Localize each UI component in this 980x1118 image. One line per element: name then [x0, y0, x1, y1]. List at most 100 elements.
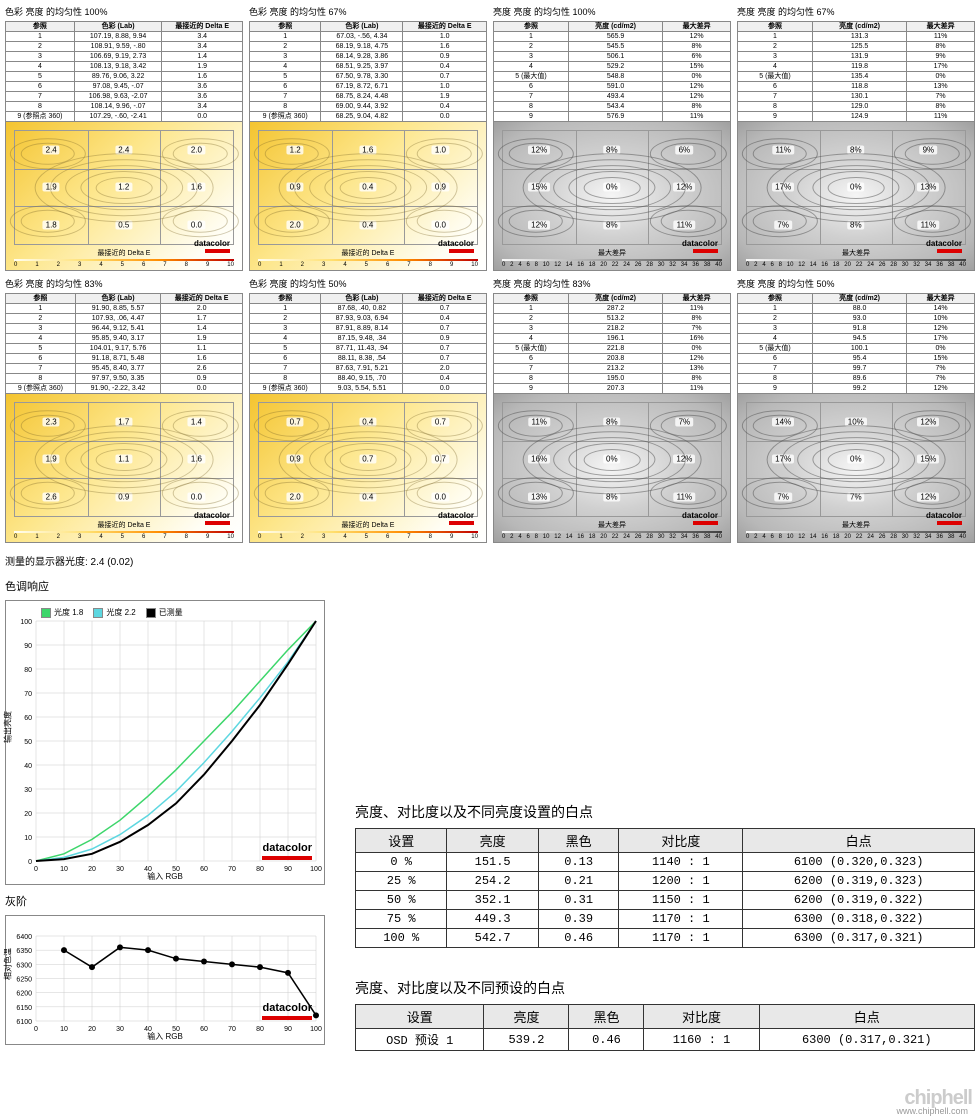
table-row: 293.010% [738, 314, 975, 324]
brightness-settings-table: 设置亮度黑色对比度白点0 %151.50.131140 : 16100 (0.3… [355, 828, 975, 948]
chart-legend: 光度 1.8光度 2.2已测量 [41, 607, 183, 618]
table-header: 参照 [250, 22, 321, 32]
contour-chart: 14%10%12%17%0%15%7%7%12%最大差异024681012141… [737, 393, 975, 543]
table-header: 色彩 (Lab) [321, 22, 403, 32]
svg-text:6300: 6300 [16, 962, 32, 969]
uniformity-panel: 色彩 亮度 的均匀性 83% 参照色彩 (Lab)最接近的 Delta E191.… [5, 277, 243, 543]
table-row: 7130.17% [738, 92, 975, 102]
x-axis-label: 输入 RGB [147, 1031, 183, 1042]
table-row: 999.212% [738, 384, 975, 394]
table-row: 268.19, 9.18, 4.751.6 [250, 42, 487, 52]
table-header: 参照 [6, 294, 76, 304]
svg-text:50: 50 [24, 739, 32, 746]
table-row: 4119.817% [738, 62, 975, 72]
table-header: 最接近的 Delta E [403, 294, 487, 304]
svg-text:6200: 6200 [16, 991, 32, 998]
tone-response-title: 色调响应 [5, 578, 975, 594]
table-row: 6203.812% [494, 354, 731, 364]
svg-text:80: 80 [256, 1026, 264, 1033]
table-row: 567.50, 9.78, 3.300.7 [250, 72, 487, 82]
table-row: 697.08, 9.45, -.073.6 [6, 82, 243, 92]
table-row: 3218.27% [494, 324, 731, 334]
panel-title: 色彩 亮度 的均匀性 67% [249, 5, 487, 18]
datacolor-logo: datacolor [194, 511, 230, 520]
svg-text:60: 60 [24, 715, 32, 722]
table-row: 25 %254.20.211200 : 16200 (0.319,0.323) [356, 872, 975, 891]
table-row: 1107.19, 8.88, 9.943.4 [6, 32, 243, 42]
panel-data-table: 参照亮度 (cd/m2)最大差异1565.912%2545.58%3506.16… [493, 21, 731, 122]
svg-text:0: 0 [34, 1026, 38, 1033]
table-header: 最大差异 [907, 294, 975, 304]
svg-text:10: 10 [24, 835, 32, 842]
panel-title: 色彩 亮度 的均匀性 83% [5, 277, 243, 290]
panel-data-table: 参照亮度 (cd/m2)最大差异1287.211%2513.28%3218.27… [493, 293, 731, 394]
svg-text:10: 10 [60, 1026, 68, 1033]
table-row: 468.51, 9.25, 3.970.4 [250, 62, 487, 72]
table-row: 191.90, 8.85, 5.572.0 [6, 304, 243, 314]
contour-chart: 11%8%9%17%0%13%7%8%11%最大差异02468101214161… [737, 121, 975, 271]
chart-caption: 最大差异 [842, 520, 870, 530]
panel-data-table: 参照亮度 (cd/m2)最大差异188.014%293.010%391.812%… [737, 293, 975, 394]
table-header: 对比度 [619, 829, 743, 853]
table-header: 设置 [356, 1005, 484, 1029]
table-header: 亮度 [484, 1005, 569, 1029]
chart-caption: 最接近的 Delta E [342, 520, 395, 530]
panel-data-table: 参照色彩 (Lab)最接近的 Delta E1107.19, 8.88, 9.9… [5, 21, 243, 122]
table-row: 287.93, 9.03, 6.940.4 [250, 314, 487, 324]
table-header: 白点 [759, 1005, 974, 1029]
chart-caption: 最大差异 [598, 520, 626, 530]
grid-cell-value: 0.9 [115, 493, 132, 502]
table-row: 889.67% [738, 374, 975, 384]
table-header: 最接近的 Delta E [162, 22, 243, 32]
table-row: 799.77% [738, 364, 975, 374]
datacolor-logo: datacolor [926, 239, 962, 248]
table-row: 2125.58% [738, 42, 975, 52]
uniformity-panel: 色彩 亮度 的均匀性 100%参照色彩 (Lab)最接近的 Delta E110… [5, 5, 243, 271]
table-header: 白点 [743, 829, 975, 853]
svg-text:6250: 6250 [16, 977, 32, 984]
table-header: 亮度 (cd/m2) [812, 22, 906, 32]
panel-data-table: 参照色彩 (Lab)最接近的 Delta E187.68, .40, 0.820… [249, 293, 487, 394]
contour-chart: 2.42.42.01.91.21.61.80.50.0最接近的 Delta E0… [5, 121, 243, 271]
svg-text:90: 90 [24, 643, 32, 650]
table-row: 6118.813% [738, 82, 975, 92]
table-row: 1287.211% [494, 304, 731, 314]
contour-chart: 1.21.61.00.90.40.92.00.40.0最接近的 Delta E0… [249, 121, 487, 271]
table-row: 368.14, 9.28, 3.860.9 [250, 52, 487, 62]
svg-text:30: 30 [24, 787, 32, 794]
table-row: 4529.215% [494, 62, 731, 72]
svg-text:20: 20 [88, 866, 96, 873]
grid-cell-value: 8% [847, 221, 865, 230]
color-scale: 012345678910 [14, 532, 234, 542]
color-scale: 0246810121416182022242628303234363840 [502, 532, 722, 542]
panel-data-table: 参照亮度 (cd/m2)最大差异1131.311%2125.58%3131.99… [737, 21, 975, 122]
table-row: 869.00, 9.44, 3.920.4 [250, 102, 487, 112]
svg-text:30: 30 [116, 866, 124, 873]
table-row: 9124.911% [738, 112, 975, 122]
uniformity-panel: 亮度 亮度 的均匀性 100% 参照亮度 (cd/m2)最大差异1565.912%… [493, 5, 731, 271]
table-header: 最大差异 [907, 22, 975, 32]
table-row: 8543.48% [494, 102, 731, 112]
table-row: OSD 预设 1539.20.461160 : 16300 (0.317,0.3… [356, 1029, 975, 1051]
panel-title: 亮度 亮度 的均匀性 100% [493, 5, 731, 18]
table-row: 2513.28% [494, 314, 731, 324]
table-row: 9 (参照点 360)68.25, 9.04, 4.820.0 [250, 112, 487, 122]
table-row: 589.76, 9.06, 3.221.6 [6, 72, 243, 82]
legend-item: 光度 1.8 [41, 607, 83, 618]
table-row: 688.11, 8.38, .540.7 [250, 354, 487, 364]
table-header: 色彩 (Lab) [75, 294, 161, 304]
preset-table-title: 亮度、对比度以及不同预设的白点 [355, 978, 975, 998]
table-row: 495.85, 9.40, 3.171.9 [6, 334, 243, 344]
x-axis-label: 输入 RGB [147, 871, 183, 882]
svg-text:100: 100 [20, 619, 32, 626]
table-row: 897.97, 9.50, 3.350.9 [6, 374, 243, 384]
table-row: 5 (最大值)548.80% [494, 72, 731, 82]
table-header: 参照 [6, 22, 75, 32]
panel-data-table: 参照色彩 (Lab)最接近的 Delta E191.90, 8.85, 5.57… [5, 293, 243, 394]
uniformity-panel: 色彩 亮度 的均匀性 50%参照色彩 (Lab)最接近的 Delta E187.… [249, 277, 487, 543]
table-header: 亮度 (cd/m2) [568, 22, 662, 32]
table-row: 795.45, 8.40, 3.772.6 [6, 364, 243, 374]
svg-text:20: 20 [24, 811, 32, 818]
datacolor-logo: datacolor [262, 1002, 312, 1014]
svg-text:70: 70 [228, 866, 236, 873]
